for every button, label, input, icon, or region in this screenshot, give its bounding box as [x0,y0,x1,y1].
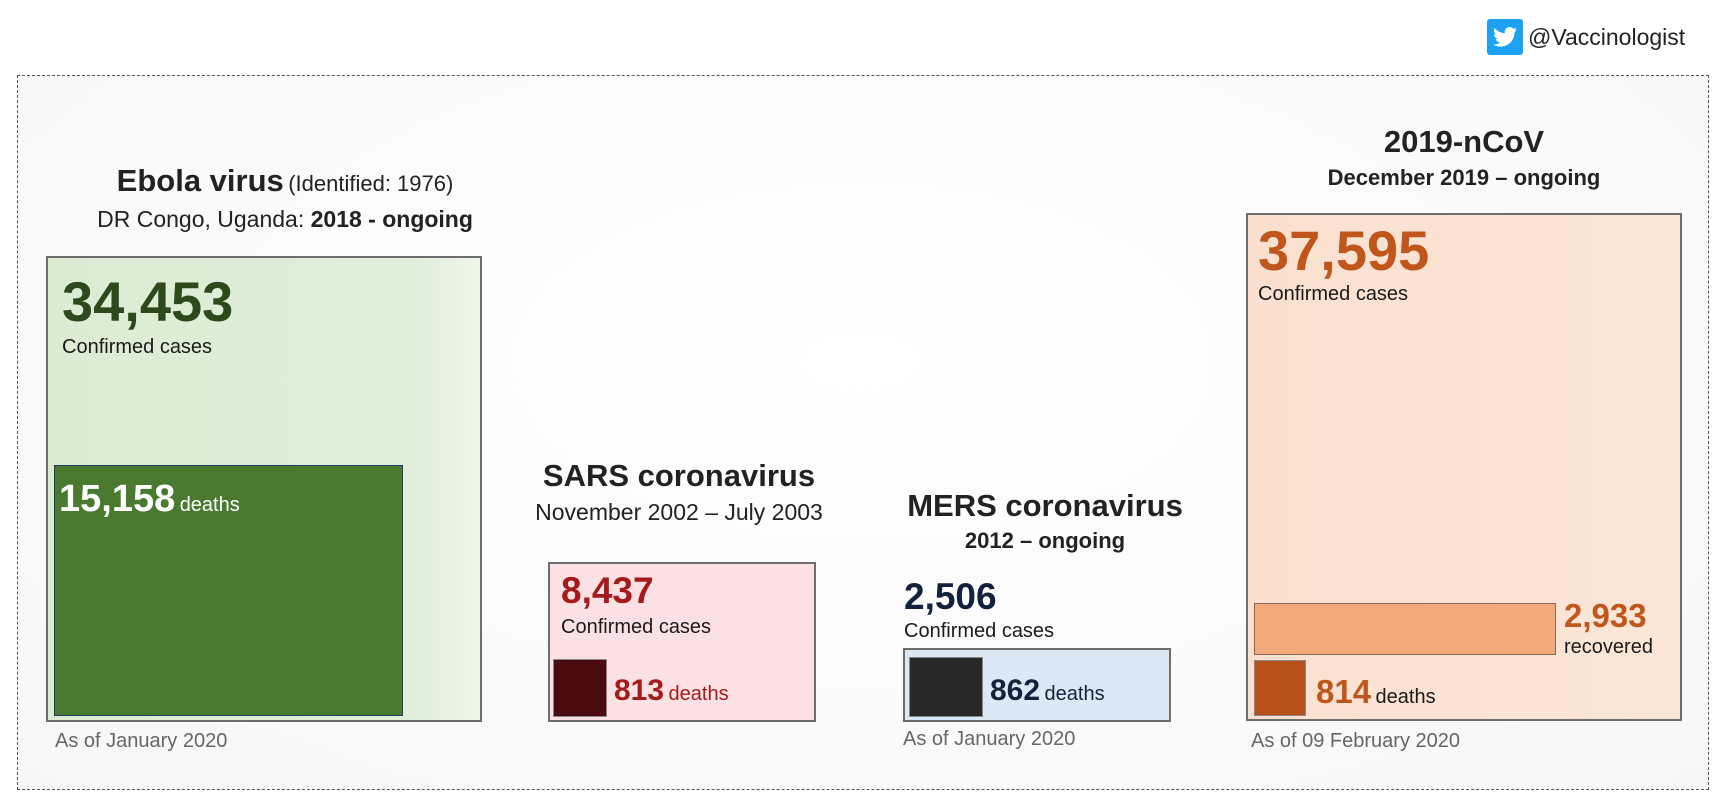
ncov-deaths-value: 814 [1316,673,1372,710]
ncov-recovered-text: 2,933 recovered [1564,599,1653,659]
ncov-confirmed-label: Confirmed cases [1258,283,1409,305]
ebola-deaths-box: 15,158 deaths [54,464,404,716]
mers-confirmed-label: Confirmed cases [904,620,1055,642]
ebola-note: As of January 2020 [55,730,228,752]
mers-deaths-label: deaths [1044,683,1105,705]
sars-deaths-label: deaths [668,683,729,705]
sars-confirmed-box: 8,437 Confirmed cases 813 deaths [548,562,816,722]
ncov-recovered-bar [1254,603,1556,655]
sars-period: November 2002 – July 2003 [535,499,823,525]
ebola-deaths-text: 15,158 deaths [59,480,240,518]
sars-deaths-box [553,659,607,717]
mers-note: As of January 2020 [903,728,1076,750]
ncov-deaths-label: deaths [1375,686,1436,708]
ebola-period: 2018 - ongoing [310,206,473,232]
sars-confirmed-label: Confirmed cases [561,616,712,638]
ncov-deaths-text: 814 deaths [1316,675,1436,709]
ebola-confirmed-label: Confirmed cases [62,336,213,358]
ncov-confirmed-value: 37,595 [1258,219,1430,282]
sars-deaths-text: 813 deaths [614,676,729,706]
mers-deaths-box [909,657,983,717]
sars-confirmed-value: 8,437 [561,570,654,611]
mers-deaths-text: 862 deaths [990,676,1105,706]
ncov-confirmed-box: 37,595 Confirmed cases 2,933 recovered 8… [1246,213,1682,721]
ncov-title: 2019-nCoV [1383,124,1545,159]
ebola-title-block: Ebola virus (Identified: 1976) [80,163,490,199]
mers-confirmed-box: 862 deaths [903,648,1171,722]
ncov-recovered-label: recovered [1564,636,1653,658]
ebola-deaths-value: 15,158 [59,477,176,520]
sars-title: SARS coronavirus [542,458,816,493]
ebola-deaths-label: deaths [179,493,240,516]
ncov-recovered-value: 2,933 [1564,597,1647,634]
sars-deaths-value: 813 [614,674,665,707]
ebola-confirmed-value: 34,453 [62,270,234,333]
ebola-title: Ebola virus [116,163,284,198]
ebola-identified: (Identified: 1976) [288,171,454,196]
ebola-region: DR Congo, Uganda: [97,206,305,232]
twitter-handle-text: @Vaccinologist [1528,23,1686,50]
mers-deaths-value: 862 [990,674,1041,707]
twitter-handle[interactable]: @Vaccinologist [1487,18,1685,56]
mers-title: MERS coronavirus [907,488,1183,523]
ebola-confirmed-box: 34,453 Confirmed cases 15,158 deaths [46,256,482,722]
mers-period: 2012 – ongoing [964,528,1126,553]
ebola-subtitle: DR Congo, Uganda: 2018 - ongoing [80,206,490,233]
ncov-note: As of 09 February 2020 [1251,730,1461,752]
ncov-period: December 2019 – ongoing [1327,165,1601,190]
mers-confirmed-value: 2,506 [904,576,997,617]
twitter-bird-icon [1487,19,1523,55]
ncov-deaths-box [1254,660,1306,716]
